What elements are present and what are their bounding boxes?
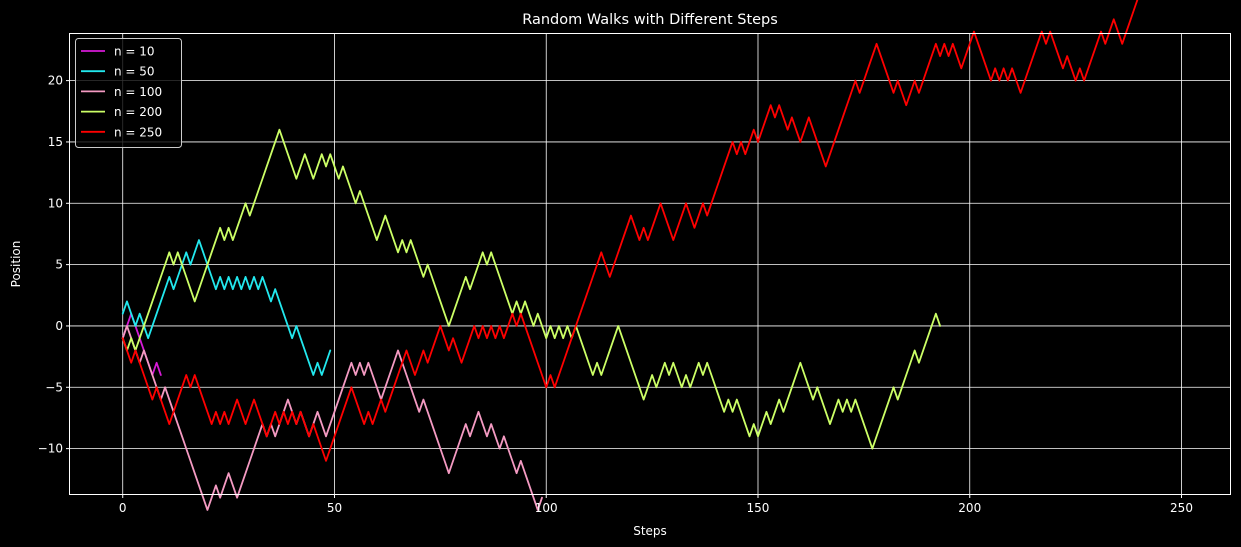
y-tick-label: 20 bbox=[48, 74, 63, 88]
series-line-n-200 bbox=[121, 128, 942, 450]
y-tick-label: −10 bbox=[38, 442, 63, 456]
y-tick-label: 0 bbox=[55, 319, 63, 333]
series-line-n-50 bbox=[121, 239, 332, 376]
grid-lines bbox=[70, 34, 1230, 494]
series-line-n-10 bbox=[121, 312, 162, 376]
x-tick-label: 250 bbox=[1170, 501, 1193, 515]
x-tick-label: 100 bbox=[535, 501, 558, 515]
legend-label: n = 250 bbox=[114, 125, 162, 139]
y-axis-ticks: −10 −5 0 5 10 15 20 bbox=[38, 74, 70, 456]
y-tick-label: 10 bbox=[48, 196, 63, 210]
plot-frame bbox=[69, 33, 1231, 495]
y-tick-label: 15 bbox=[48, 135, 63, 149]
x-tick-label: 200 bbox=[958, 501, 981, 515]
x-axis-ticks: 0 50 100 150 200 250 bbox=[119, 494, 1193, 515]
series-line-n-100 bbox=[121, 325, 543, 511]
series-line-n-250 bbox=[121, 0, 1139, 462]
chart-title: Random Walks with Different Steps bbox=[522, 12, 778, 28]
y-tick-label: 5 bbox=[55, 258, 63, 272]
x-tick-label: 150 bbox=[747, 501, 770, 515]
legend-label: n = 50 bbox=[114, 65, 155, 79]
series-lines bbox=[121, 0, 1139, 511]
y-tick-label: −5 bbox=[45, 380, 63, 394]
y-axis-label: Position bbox=[9, 241, 23, 288]
legend: n = 10 n = 50 n = 100 n = 200 n = 250 bbox=[75, 38, 182, 148]
x-tick-label: 0 bbox=[119, 501, 127, 515]
legend-label: n = 100 bbox=[114, 85, 162, 99]
legend-label: n = 10 bbox=[114, 45, 155, 59]
x-tick-label: 50 bbox=[327, 501, 342, 515]
x-axis-label: Steps bbox=[633, 524, 667, 538]
legend-box bbox=[75, 38, 182, 148]
legend-label: n = 200 bbox=[114, 105, 162, 119]
